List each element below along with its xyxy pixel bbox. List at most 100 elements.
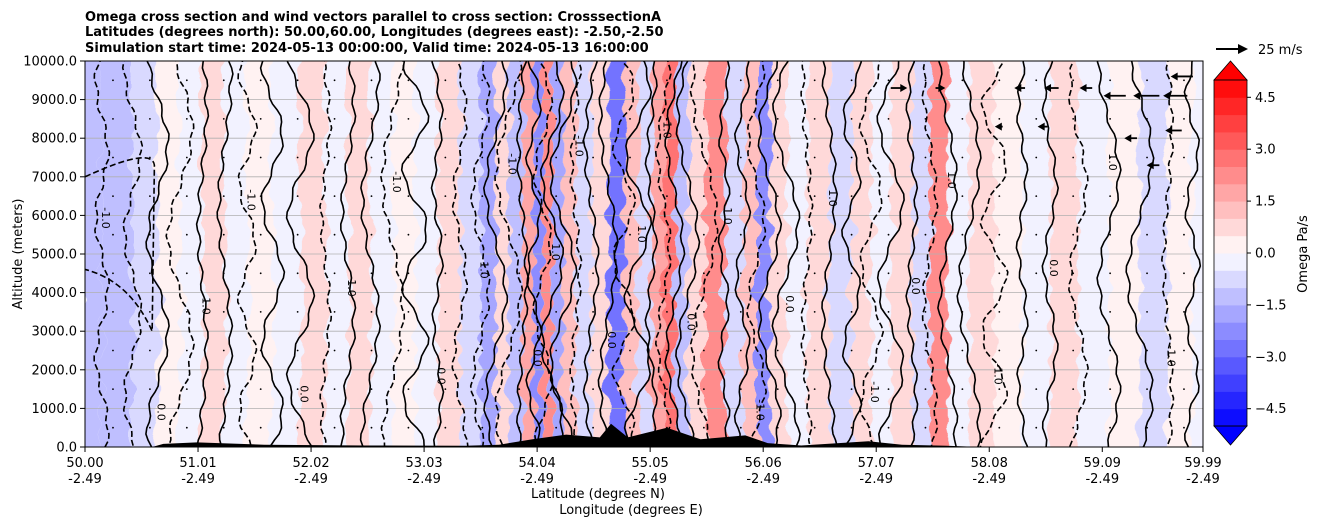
contour-line xyxy=(430,61,445,447)
wind-vector-calm xyxy=(222,426,225,429)
wind-vector-calm xyxy=(629,118,631,120)
wind-vector-calm xyxy=(592,156,594,159)
contour-label: -1.0 xyxy=(99,207,112,228)
plot-area: -1.0 0.0 1.0 -1.0 0.0 1.0 -1.0 0.0 1.0 -1.0 0.0 1.0… xyxy=(85,61,1203,447)
wind-vector-calm xyxy=(407,233,410,236)
wind-vector-calm xyxy=(444,311,447,313)
wind-vector-calm xyxy=(850,426,853,429)
colorbar-tick-label: 4.5 xyxy=(1255,91,1276,106)
x-tick-label-lon: -2.49 xyxy=(520,472,554,487)
wind-vector-calm xyxy=(444,272,447,275)
wind-vector-calm xyxy=(518,311,521,313)
wind-vector-calm xyxy=(555,349,558,352)
x-tick-label-lat: 52.02 xyxy=(292,456,329,471)
wind-vector-calm xyxy=(1183,233,1185,236)
wind-vector-calm xyxy=(666,311,668,313)
wind-vector-calm xyxy=(924,79,927,82)
wind-vector-calm xyxy=(1146,349,1148,352)
wind-vector-calm xyxy=(149,272,151,275)
contour-label: -1.0 xyxy=(991,363,1004,384)
wind-vector-calm xyxy=(149,311,151,313)
contour-line xyxy=(1125,61,1155,447)
wind-vector-calm xyxy=(961,388,964,390)
colorbar-level xyxy=(1214,218,1247,237)
colorbar-level xyxy=(1214,183,1247,202)
contour-line xyxy=(858,61,885,447)
vector-key: 25 m/s xyxy=(1216,43,1303,58)
x-tick-label-lon: -2.49 xyxy=(407,472,441,487)
colorbar-level xyxy=(1214,322,1247,340)
contour-label: 1.0 xyxy=(345,279,358,297)
wind-vector-calm xyxy=(1072,272,1075,275)
wind-vector-calm xyxy=(481,118,484,120)
wind-vector-calm xyxy=(1183,79,1185,82)
wind-vector-calm xyxy=(1035,349,1038,352)
wind-vector-calm xyxy=(259,79,262,82)
colorbar-tick-label: −3.0 xyxy=(1255,350,1287,365)
x-tick-label-lat: 53.03 xyxy=(405,456,442,471)
wind-vector-calm xyxy=(370,233,373,236)
wind-vector-calm xyxy=(555,118,558,120)
wind-vector-calm xyxy=(185,272,188,275)
wind-vector-calm xyxy=(444,349,447,352)
wind-vector-calm xyxy=(592,311,594,313)
wind-vector-calm xyxy=(629,311,631,313)
colorbar-level xyxy=(1214,80,1247,98)
wind-vector-calm xyxy=(961,233,964,236)
colorbar-tick-label: −1.5 xyxy=(1255,298,1287,313)
wind-vector-calm xyxy=(629,388,631,390)
wind-vector-calm xyxy=(998,349,1001,352)
wind-vector-calm xyxy=(555,79,558,82)
wind-vector-calm xyxy=(112,195,114,198)
wind-vector-calm xyxy=(850,79,853,82)
wind-vector-calm xyxy=(444,156,447,159)
wind-vector-calm xyxy=(666,349,668,352)
wind-vector-calm xyxy=(813,156,816,159)
wind-vector-calm xyxy=(1109,426,1112,429)
y-axis-label: Altitude (meters) xyxy=(11,199,26,310)
contour-line xyxy=(236,61,259,447)
x-tick-label-lon: -2.49 xyxy=(746,472,780,487)
wind-vector-calm xyxy=(702,79,705,82)
wind-vector-calm xyxy=(1072,311,1075,313)
wind-vector-calm xyxy=(296,79,299,82)
wind-vector-calm xyxy=(296,311,299,313)
wind-vector-calm xyxy=(739,388,742,390)
wind-vector-calm xyxy=(702,388,705,390)
wind-vector-calm xyxy=(1072,349,1075,352)
wind-vector-calm xyxy=(961,156,964,159)
wind-vector-calm xyxy=(444,426,447,429)
wind-vector-calm xyxy=(1035,272,1038,275)
wind-vector-calm xyxy=(776,156,779,159)
contour-line xyxy=(717,61,731,447)
x-tick-label-lon: -2.49 xyxy=(68,472,102,487)
contour-label: 0.0 xyxy=(909,277,922,295)
wind-vector-calm xyxy=(1109,388,1112,390)
wind-vector-calm xyxy=(370,311,373,313)
wind-vector-calm xyxy=(185,195,188,198)
contour-line xyxy=(921,61,939,447)
wind-vector-calm xyxy=(222,272,225,275)
vector-key-label: 25 m/s xyxy=(1258,43,1303,58)
wind-vector-calm xyxy=(739,349,742,352)
wind-vector-calm xyxy=(1146,426,1148,429)
wind-vector-head xyxy=(994,122,1002,131)
wind-vector-head xyxy=(1165,126,1173,135)
x-tick-label-lon: -2.49 xyxy=(181,472,215,487)
wind-vector-calm xyxy=(739,272,742,275)
wind-vector-calm xyxy=(370,349,373,352)
wind-vector-calm xyxy=(813,233,816,236)
colorbar-level xyxy=(1214,166,1247,185)
wind-vector-calm xyxy=(444,233,447,236)
wind-vector-calm xyxy=(407,272,410,275)
wind-vector-head xyxy=(1044,84,1052,93)
colorbar-level xyxy=(1214,253,1247,271)
wind-vector-calm xyxy=(1146,156,1148,159)
contour-line xyxy=(1096,61,1122,447)
wind-vector-calm xyxy=(555,311,558,313)
wind-vector-calm xyxy=(1109,233,1112,236)
wind-vector-calm xyxy=(1109,272,1112,275)
contour-line xyxy=(524,61,543,447)
wind-vector-calm xyxy=(333,388,336,390)
